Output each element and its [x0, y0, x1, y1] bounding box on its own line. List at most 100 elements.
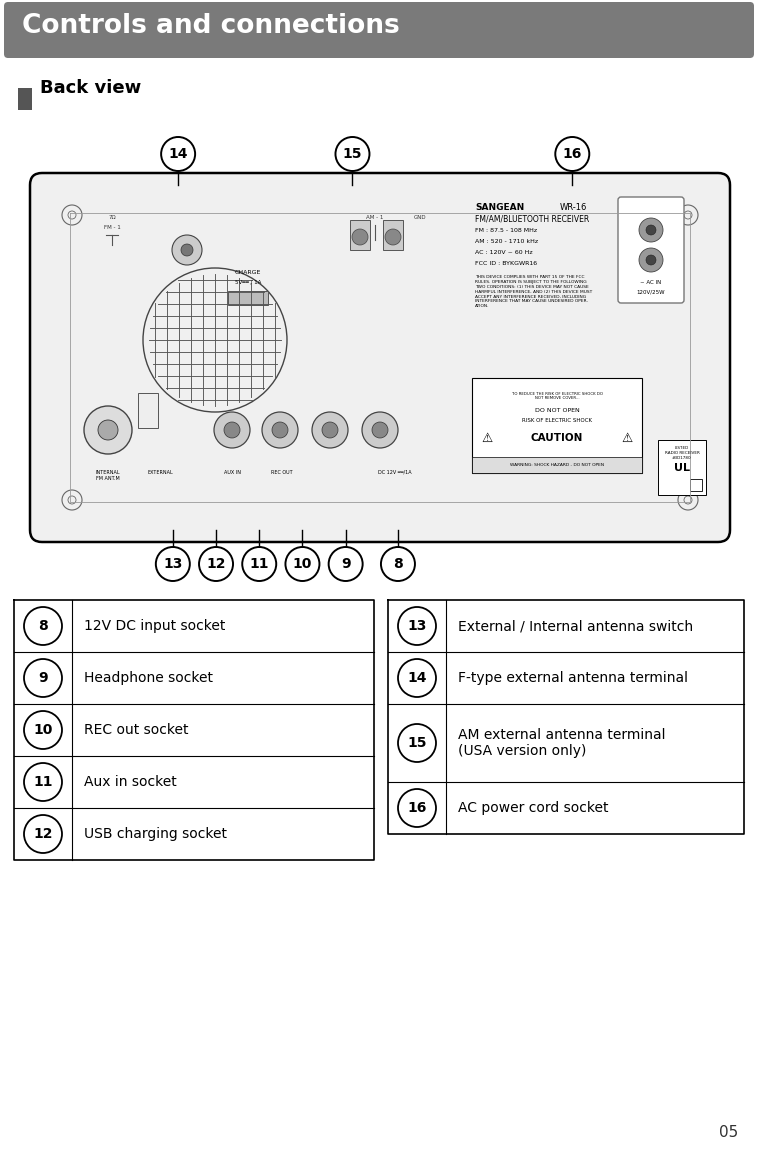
Circle shape [398, 789, 436, 827]
Text: AC power cord socket: AC power cord socket [458, 801, 609, 815]
Circle shape [352, 229, 368, 244]
Text: AM - 1: AM - 1 [366, 214, 384, 220]
Text: CHARGE: CHARGE [235, 270, 262, 276]
Circle shape [181, 244, 193, 256]
Text: AC : 120V ~ 60 Hz: AC : 120V ~ 60 Hz [475, 250, 533, 255]
Circle shape [156, 547, 190, 581]
Text: 11: 11 [33, 775, 53, 789]
Text: 14: 14 [168, 146, 188, 161]
Text: WR-16: WR-16 [560, 203, 587, 212]
Circle shape [262, 412, 298, 449]
Text: Controls and connections: Controls and connections [22, 13, 399, 39]
Text: 16: 16 [562, 146, 582, 161]
Text: INTERNAL
FM ANT.M: INTERNAL FM ANT.M [96, 470, 121, 481]
Circle shape [398, 660, 436, 698]
Text: ⚠: ⚠ [622, 431, 633, 445]
Circle shape [272, 422, 288, 438]
Text: USB charging socket: USB charging socket [84, 827, 227, 841]
Text: 13: 13 [163, 557, 183, 571]
Circle shape [24, 763, 62, 801]
FancyBboxPatch shape [228, 291, 268, 306]
Text: SANGEAN: SANGEAN [475, 203, 525, 212]
Circle shape [639, 248, 663, 272]
Text: AUX IN: AUX IN [224, 470, 242, 475]
Circle shape [24, 815, 62, 853]
Text: 12: 12 [206, 557, 226, 571]
FancyBboxPatch shape [472, 457, 642, 473]
Text: THIS DEVICE COMPLIES WITH PART 15 OF THE FCC
RULES. OPERATION IS SUBJECT TO THE : THIS DEVICE COMPLIES WITH PART 15 OF THE… [475, 276, 592, 308]
Text: REC out socket: REC out socket [84, 723, 189, 737]
Circle shape [398, 606, 436, 645]
Text: 5V══ / 1A: 5V══ / 1A [235, 280, 262, 285]
Text: 15: 15 [407, 736, 427, 749]
Circle shape [639, 218, 663, 242]
Circle shape [322, 422, 338, 438]
Text: FM - 1: FM - 1 [104, 225, 121, 229]
FancyBboxPatch shape [138, 393, 158, 428]
Text: DC 12V ══/1A: DC 12V ══/1A [378, 470, 412, 475]
Text: ~ AC IN: ~ AC IN [641, 280, 662, 285]
Text: 9: 9 [341, 557, 350, 571]
Circle shape [381, 547, 415, 581]
Text: CAUTION: CAUTION [531, 434, 583, 443]
Text: 10: 10 [293, 557, 312, 571]
Text: REC OUT: REC OUT [271, 470, 293, 475]
Text: 15: 15 [343, 146, 362, 161]
Text: Aux in socket: Aux in socket [84, 775, 177, 789]
FancyBboxPatch shape [30, 173, 730, 542]
Text: WARNING: SHOCK HAZARD - DO NOT OPEN: WARNING: SHOCK HAZARD - DO NOT OPEN [510, 464, 604, 467]
Text: 8: 8 [393, 557, 402, 571]
Circle shape [286, 547, 319, 581]
Text: 120V/25W: 120V/25W [637, 291, 666, 295]
Circle shape [398, 724, 436, 762]
Text: DO NOT OPEN: DO NOT OPEN [534, 407, 579, 413]
Text: FM/AM/BLUETOOTH RECEIVER: FM/AM/BLUETOOTH RECEIVER [475, 214, 589, 223]
Circle shape [98, 420, 118, 440]
Text: EXTERNAL: EXTERNAL [147, 470, 173, 475]
Text: 12V DC input socket: 12V DC input socket [84, 619, 225, 633]
Circle shape [24, 660, 62, 698]
FancyBboxPatch shape [472, 378, 642, 473]
Text: RISK OF ELECTRIC SHOCK: RISK OF ELECTRIC SHOCK [522, 419, 592, 423]
Text: LISTED
RADIO RECEIVER
#3D1780: LISTED RADIO RECEIVER #3D1780 [665, 446, 700, 460]
Text: AM : 520 - 1710 kHz: AM : 520 - 1710 kHz [475, 239, 538, 244]
Circle shape [336, 137, 369, 171]
Text: FCC ID : BYKGWR16: FCC ID : BYKGWR16 [475, 261, 537, 266]
Circle shape [385, 229, 401, 244]
Circle shape [224, 422, 240, 438]
Circle shape [172, 235, 202, 265]
FancyBboxPatch shape [4, 2, 754, 58]
Text: 12: 12 [33, 827, 53, 841]
Text: 14: 14 [407, 671, 427, 685]
Text: 16: 16 [407, 801, 427, 815]
Text: 9: 9 [38, 671, 48, 685]
Circle shape [161, 137, 195, 171]
Circle shape [84, 406, 132, 454]
Circle shape [556, 137, 589, 171]
Text: 13: 13 [407, 619, 427, 633]
Text: TO REDUCE THE RISK OF ELECTRIC SHOCK DO
NOT REMOVE COVER...: TO REDUCE THE RISK OF ELECTRIC SHOCK DO … [512, 392, 603, 400]
Circle shape [214, 412, 250, 449]
Text: 11: 11 [249, 557, 269, 571]
FancyBboxPatch shape [18, 88, 32, 110]
Circle shape [199, 547, 233, 581]
Circle shape [24, 711, 62, 749]
Text: 7Ω: 7Ω [108, 214, 116, 220]
Circle shape [362, 412, 398, 449]
Text: External / Internal antenna switch: External / Internal antenna switch [458, 619, 693, 633]
Circle shape [312, 412, 348, 449]
Text: GND: GND [414, 214, 426, 220]
FancyBboxPatch shape [383, 220, 403, 250]
Text: AM external antenna terminal
(USA version only): AM external antenna terminal (USA versio… [458, 728, 666, 759]
Text: 10: 10 [33, 723, 53, 737]
Text: ⚠: ⚠ [481, 431, 493, 445]
Circle shape [372, 422, 388, 438]
Text: FM : 87.5 - 108 MHz: FM : 87.5 - 108 MHz [475, 228, 537, 233]
Text: Headphone socket: Headphone socket [84, 671, 213, 685]
FancyBboxPatch shape [350, 220, 370, 250]
Circle shape [646, 225, 656, 235]
Circle shape [24, 606, 62, 645]
Text: UL: UL [674, 464, 690, 473]
FancyBboxPatch shape [618, 197, 684, 303]
Circle shape [646, 255, 656, 265]
